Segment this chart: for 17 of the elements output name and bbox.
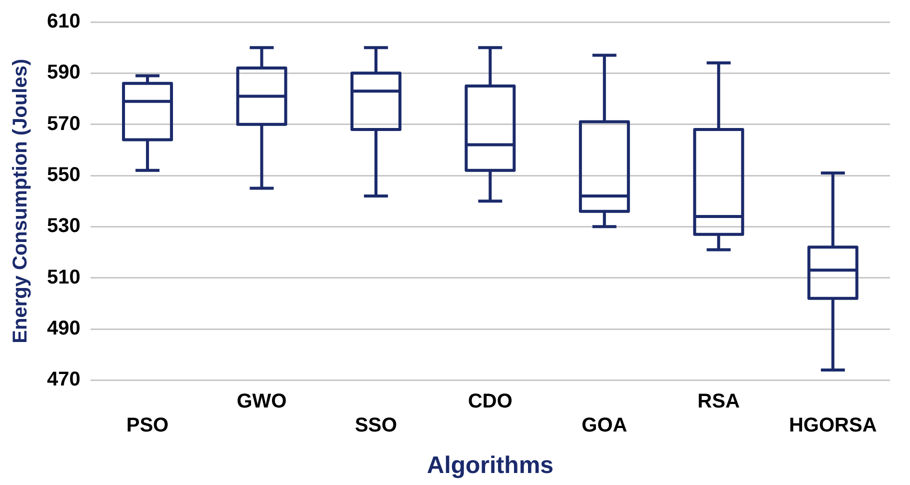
y-tick-label: 550 [46,164,80,186]
x-tick-label: GWO [236,390,287,413]
x-tick-label: RSA [698,390,740,413]
y-tick-label: 510 [46,266,80,288]
x-tick-label: HGORSA [788,414,877,437]
y-tick-label: 570 [46,112,80,135]
x-tick-label: SSO [354,414,398,437]
x-tick-label: PSO [126,414,169,437]
y-tick-label: 610 [46,10,80,33]
x-tick-label: GOA [582,414,628,437]
x-axis-title: Algorithms [426,452,554,480]
x-tick-label: CDO [468,390,512,413]
y-axis-title: Energy Consumption (Joules) [10,58,32,344]
y-tick-label: 490 [46,318,80,340]
y-tick-label: 530 [46,215,80,238]
y-tick-label: 590 [46,62,80,84]
y-tick-label: 470 [46,368,80,391]
